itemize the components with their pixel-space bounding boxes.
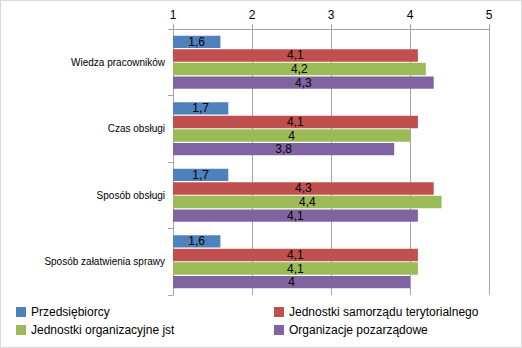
svg-text:1,7: 1,7 xyxy=(192,101,209,115)
svg-text:5: 5 xyxy=(486,8,493,22)
svg-text:4,1: 4,1 xyxy=(287,209,304,223)
svg-text:Sposób obsługi: Sposób obsługi xyxy=(97,190,165,201)
svg-text:Przedsiębiorcy: Przedsiębiorcy xyxy=(31,305,110,319)
svg-text:4: 4 xyxy=(407,8,414,22)
svg-text:Organizacje pozarządowe: Organizacje pozarządowe xyxy=(289,323,428,337)
svg-text:4: 4 xyxy=(288,129,295,143)
svg-text:4,2: 4,2 xyxy=(291,62,308,76)
svg-text:4,3: 4,3 xyxy=(295,181,312,195)
svg-text:Sposób załatwienia sprawy: Sposób załatwienia sprawy xyxy=(44,256,165,267)
svg-text:Czas obsługi: Czas obsługi xyxy=(108,123,165,134)
svg-text:1: 1 xyxy=(170,8,177,22)
svg-text:4,3: 4,3 xyxy=(295,76,312,90)
svg-text:4: 4 xyxy=(288,275,295,289)
svg-text:3: 3 xyxy=(328,8,335,22)
svg-text:3,8: 3,8 xyxy=(275,142,292,156)
svg-text:2: 2 xyxy=(249,8,256,22)
svg-text:1,6: 1,6 xyxy=(188,35,205,49)
svg-text:4,1: 4,1 xyxy=(287,262,304,276)
svg-text:4,1: 4,1 xyxy=(287,248,304,262)
svg-text:1,6: 1,6 xyxy=(188,234,205,248)
svg-text:4,1: 4,1 xyxy=(287,115,304,129)
svg-text:Jednostki samorządu terytorial: Jednostki samorządu terytorialnego xyxy=(289,305,479,319)
svg-text:1,7: 1,7 xyxy=(192,168,209,182)
svg-text:Jednostki organizacyjne jst: Jednostki organizacyjne jst xyxy=(31,323,175,337)
svg-text:4,4: 4,4 xyxy=(299,195,316,209)
svg-text:Wiedza pracowników: Wiedza pracowników xyxy=(71,57,166,68)
svg-text:4,1: 4,1 xyxy=(287,48,304,62)
